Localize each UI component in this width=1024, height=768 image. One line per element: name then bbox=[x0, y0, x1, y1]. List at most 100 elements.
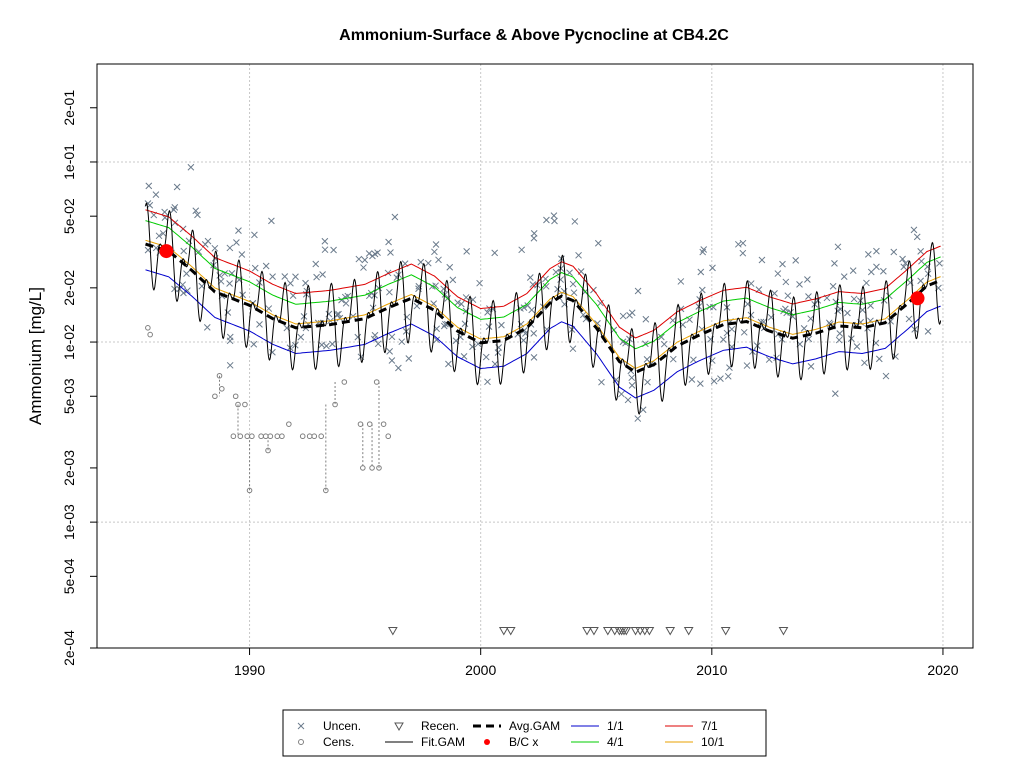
censored-point bbox=[366, 421, 373, 427]
uncensored-point bbox=[861, 359, 868, 367]
uncensored-point bbox=[849, 267, 857, 274]
uncensored-point bbox=[361, 256, 369, 264]
uncensored-point bbox=[318, 341, 326, 349]
uncensored-point-stroke bbox=[221, 270, 229, 277]
uncensored-point-stroke bbox=[265, 305, 273, 312]
uncensored-point bbox=[170, 206, 178, 214]
uncensored-point-stroke bbox=[312, 260, 320, 268]
uncensored-point bbox=[910, 226, 918, 234]
uncensored-point-stroke bbox=[251, 264, 259, 272]
censored-point bbox=[311, 433, 318, 440]
uncensored-point bbox=[388, 357, 396, 364]
uncensored-point-stroke bbox=[462, 294, 470, 301]
uncensored-point-stroke bbox=[598, 378, 605, 386]
uncensored-point bbox=[542, 275, 549, 283]
uncensored-point-stroke bbox=[446, 263, 454, 271]
uncensored-point bbox=[709, 264, 716, 272]
recensored-point bbox=[665, 627, 676, 636]
uncensored-point-stroke bbox=[597, 299, 604, 307]
uncensored-point-stroke bbox=[807, 315, 815, 323]
uncensored-point bbox=[796, 281, 803, 288]
uncensored-point-stroke bbox=[360, 264, 367, 271]
uncensored-point-stroke bbox=[145, 182, 153, 190]
uncensored-point-stroke bbox=[690, 356, 697, 364]
legend-label: Cens. bbox=[323, 735, 354, 749]
y-tick-label: 5e-03 bbox=[61, 378, 77, 414]
uncensored-point-stroke bbox=[365, 250, 373, 257]
legend-label: Fit.GAM bbox=[421, 735, 465, 749]
uncensored-point-stroke bbox=[723, 329, 731, 337]
uncensored-point-stroke bbox=[328, 340, 336, 348]
uncensored-point-stroke bbox=[829, 282, 837, 290]
y-tick-label: 2e-03 bbox=[61, 450, 77, 486]
uncensored-point bbox=[634, 415, 642, 422]
uncensored-point-stroke bbox=[184, 287, 191, 294]
uncensored-point-stroke bbox=[571, 218, 579, 225]
uncensored-point-stroke bbox=[441, 291, 449, 298]
uncensored-point-stroke bbox=[433, 325, 441, 333]
legend-item: Avg.GAM bbox=[473, 719, 560, 733]
uncensored-point bbox=[292, 273, 299, 281]
uncensored-point-stroke bbox=[619, 312, 627, 320]
uncensored-point bbox=[321, 237, 329, 245]
uncensored-point-stroke bbox=[336, 314, 344, 322]
uncensored-point bbox=[405, 355, 413, 362]
uncensored-point-stroke bbox=[758, 256, 766, 264]
uncensored-point-stroke bbox=[226, 337, 234, 345]
uncensored-point-stroke bbox=[388, 333, 396, 341]
censored-point bbox=[242, 401, 248, 408]
uncensored-point bbox=[159, 230, 167, 237]
uncensored-point bbox=[639, 406, 647, 414]
uncensored-point-stroke bbox=[385, 238, 392, 246]
uncensored-point-stroke bbox=[262, 262, 270, 270]
uncensored-point bbox=[462, 294, 470, 301]
uncensored-point bbox=[216, 272, 224, 279]
uncensored-point bbox=[171, 203, 179, 211]
uncensored-point bbox=[917, 277, 925, 285]
avg-gam-line bbox=[145, 242, 942, 374]
uncensored-point-stroke bbox=[800, 324, 808, 332]
uncensored-point-stroke bbox=[899, 255, 906, 263]
uncensored-point-stroke bbox=[757, 318, 765, 326]
uncensored-point bbox=[597, 299, 604, 307]
uncensored-point-stroke bbox=[853, 343, 861, 350]
uncensored-point-stroke bbox=[902, 259, 909, 267]
uncensored-point bbox=[388, 333, 396, 341]
uncensored-point-stroke bbox=[834, 307, 842, 315]
uncensored-point-stroke bbox=[719, 336, 727, 343]
uncensored-point-stroke bbox=[835, 336, 843, 344]
censored-point bbox=[299, 433, 306, 440]
uncensored-point-stroke bbox=[542, 275, 549, 283]
uncensored-point-stroke bbox=[814, 297, 822, 304]
recensored-point bbox=[505, 627, 516, 636]
uncensored-point bbox=[250, 340, 258, 348]
uncensored-point bbox=[183, 270, 190, 277]
chart-title: Ammonium-Surface & Above Pycnocline at C… bbox=[339, 27, 729, 44]
uncensored-point-stroke bbox=[520, 304, 528, 312]
uncensored-point-stroke bbox=[268, 217, 275, 225]
uncensored-point-stroke bbox=[724, 372, 732, 380]
uncensored-point bbox=[287, 279, 294, 287]
uncensored-point-stroke bbox=[482, 353, 490, 361]
uncensored-point-stroke bbox=[880, 267, 887, 275]
uncensored-point bbox=[863, 279, 870, 287]
uncensored-point-stroke bbox=[560, 287, 568, 295]
uncensored-point-stroke bbox=[342, 299, 350, 307]
uncensored-point bbox=[850, 295, 858, 303]
uncensored-point bbox=[887, 317, 895, 325]
uncensored-point bbox=[485, 323, 493, 330]
uncensored-point bbox=[784, 292, 792, 300]
uncensored-point bbox=[313, 273, 320, 281]
uncensored-point-stroke bbox=[542, 282, 550, 290]
uncensored-point bbox=[476, 279, 483, 287]
recensored-point bbox=[683, 627, 694, 636]
uncensored-point-stroke bbox=[495, 344, 503, 351]
censored-point bbox=[219, 386, 225, 392]
uncensored-point bbox=[171, 285, 178, 293]
x-tick-label: 2020 bbox=[927, 662, 958, 678]
uncensored-point bbox=[484, 378, 491, 386]
bc-point bbox=[159, 244, 174, 259]
uncensored-point bbox=[779, 260, 786, 268]
uncensored-point-stroke bbox=[395, 364, 402, 372]
uncensored-point-stroke bbox=[528, 306, 536, 314]
